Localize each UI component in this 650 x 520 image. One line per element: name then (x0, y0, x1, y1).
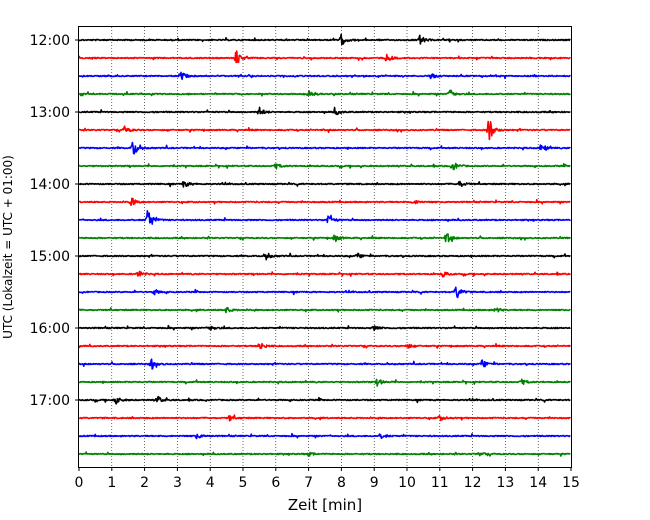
x-tick-label-15: 15 (562, 475, 580, 491)
trace-layer (78, 33, 572, 457)
x-tick-label-3: 3 (173, 475, 182, 491)
trace-1445 (78, 233, 572, 243)
trace-1330 (78, 141, 571, 155)
x-tick-label-12: 12 (464, 475, 482, 491)
y-tick-label-2: 14:00 (30, 177, 70, 193)
y-tick-label-3: 15:00 (30, 249, 70, 265)
y-tick-label-4: 16:00 (30, 321, 70, 337)
trace-1200 (78, 33, 571, 46)
trace-1430 (78, 210, 572, 225)
trace-1600 (78, 324, 571, 332)
x-tick-label-9: 9 (370, 475, 379, 491)
x-axis-label: Zeit [min] (288, 496, 362, 514)
x-tick-label-8: 8 (337, 475, 346, 491)
x-axis-ticks: 0 1 2 3 4 5 6 7 8 9 10 11 12 13 14 15 (75, 467, 580, 491)
trace-1615 (78, 342, 572, 349)
x-tick-label-7: 7 (304, 475, 313, 491)
trace-1530 (78, 286, 571, 299)
trace-1415 (78, 197, 571, 206)
x-tick-label-13: 13 (496, 475, 514, 491)
trace-1630 (78, 358, 571, 370)
x-tick-label-14: 14 (529, 475, 547, 491)
trace-1500 (78, 252, 571, 261)
x-tick-label-5: 5 (239, 475, 248, 491)
trace-1400 (78, 180, 571, 188)
trace-1745 (78, 451, 571, 457)
trace-1700 (78, 395, 571, 405)
trace-1345 (78, 162, 571, 171)
x-tick-label-2: 2 (140, 475, 149, 491)
x-tick-label-10: 10 (398, 475, 416, 491)
trace-1545 (78, 306, 571, 314)
trace-1215 (78, 50, 571, 64)
y-axis-label: UTC (Lokalzeit = UTC + 01:00) (1, 155, 15, 339)
trace-1230 (78, 71, 571, 80)
x-tick-label-6: 6 (271, 475, 280, 491)
trace-1645 (78, 378, 571, 387)
trace-1515 (78, 270, 572, 278)
y-tick-label-1: 13:00 (30, 105, 70, 121)
x-tick-label-0: 0 (75, 475, 84, 491)
plot-frame (78, 26, 572, 468)
grid-layer (111, 27, 539, 467)
trace-1245 (78, 89, 571, 97)
y-axis-ticks: 12:00 13:00 14:00 15:00 16:00 17:00 (30, 33, 79, 409)
trace-1315 (78, 120, 571, 141)
trace-1730 (78, 432, 571, 440)
x-tick-label-11: 11 (431, 475, 449, 491)
y-tick-label-5: 17:00 (30, 393, 70, 409)
x-tick-label-4: 4 (206, 475, 215, 491)
x-tick-label-1: 1 (107, 475, 116, 491)
y-tick-label-0: 12:00 (30, 33, 70, 49)
trace-1300 (78, 106, 571, 116)
trace-1715 (78, 414, 571, 422)
